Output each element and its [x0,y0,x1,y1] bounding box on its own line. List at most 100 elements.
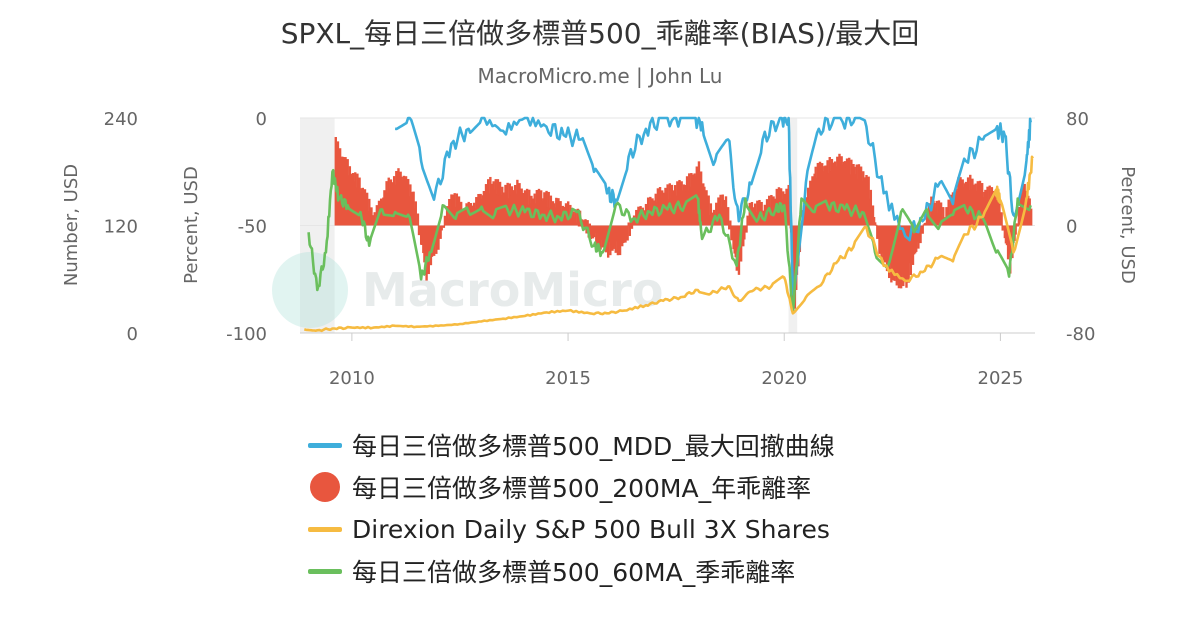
bar-mark [616,225,620,256]
bar-mark [919,225,922,244]
series-layer [303,116,1034,333]
bar-mark [875,224,878,226]
bar-mark [869,189,873,226]
watermark-logo-icon [272,252,348,328]
legend-label-mdd: 每日三倍做多標普500_MDD_最大回撤曲線 [352,432,835,461]
bar-mark [998,199,1001,226]
x-tick-label: 2020 [761,368,807,389]
right-tick-label: -80 [1066,324,1095,345]
bar-mark [445,206,449,226]
bar-mark [586,220,589,226]
legend-label-200ma: 每日三倍做多標普500_200MA_年乖離率 [352,474,812,503]
bar-mark [1001,225,1004,231]
legend-item-200ma[interactable]: 每日三倍做多標普500_200MA_年乖離率 [308,466,835,508]
bar-mark [463,208,466,226]
bar-mark [635,209,638,226]
bar-mark [872,217,876,226]
bar-mark [576,208,580,226]
watermark-text: MacroMicro [362,263,663,317]
bar-mark [439,225,442,239]
bar-mark [717,197,720,226]
left-outer-tick-label: 120 [104,217,138,238]
bar-mark [574,209,577,226]
x-tick-label: 2015 [545,368,591,389]
bar-mark [728,225,731,230]
bar-mark [917,225,920,249]
series-mdd-line [395,116,1032,296]
bar-mark [435,225,438,254]
bar-mark [437,225,440,250]
bar-mark [1029,208,1033,226]
bar-mark [937,200,941,226]
bar-mark [729,220,732,226]
x-tick-label: 2010 [329,368,375,389]
bar-mark [417,225,421,236]
bar-mark [1016,225,1020,227]
bar-mark [443,215,447,226]
bar-mark [746,215,749,226]
bar-mark [871,205,875,226]
watermark: MacroMicro [272,252,663,328]
bar-mark [630,225,634,229]
legend-dot-icon [310,472,340,502]
bar-mark [597,225,600,250]
left-inner-tick-label: -100 [226,324,267,345]
bar-mark [945,207,948,226]
legend-line-icon [308,526,342,532]
bar-mark [375,205,379,226]
bar-mark [555,197,558,226]
bar-mark [709,203,713,226]
bar-mark [583,225,586,228]
right-axis-label: Percent, USD [1117,166,1138,284]
bar-mark [1014,225,1017,235]
bar-mark [724,196,728,226]
bar-mark [442,225,446,228]
legend-item-mdd[interactable]: 每日三倍做多標普500_MDD_最大回撤曲線 [308,424,835,466]
legend-item-60ma[interactable]: 每日三倍做多標普500_60MA_季乖離率 [308,550,835,592]
axes: Number, USD Percent, USD Percent, USD 0 1… [61,109,1138,389]
right-tick-label: 80 [1066,109,1089,130]
bar-mark [1015,223,1018,226]
bar-mark [947,199,950,226]
bar-mark [414,201,417,226]
bar-mark [588,223,591,226]
bar-mark [873,222,877,226]
bar-mark [935,200,938,226]
bar-mark [939,202,943,226]
bar-mark [577,225,581,227]
bar-mark [595,225,598,248]
bar-mark [368,198,371,226]
bar-mark [743,225,746,240]
legend-item-spxl[interactable]: Direxion Daily S&P 500 Bull 3X Shares [308,508,835,550]
bar-mark [589,225,593,240]
bar-mark [756,200,759,226]
bar-mark [624,225,627,243]
bar-mark [925,212,929,226]
bar-mark [626,225,629,241]
chart-svg: MacroMicro Number, USD Percent, USD Perc… [61,109,1138,389]
bar-mark [465,203,468,226]
legend-line-icon [308,568,342,574]
bar-mark [440,225,443,231]
bar-mark [557,198,560,226]
legend: 每日三倍做多標普500_MDD_最大回撤曲線 每日三倍做多標普500_200MA… [308,424,835,592]
bar-mark [632,215,636,226]
bar-mark [373,212,376,226]
bar-mark [365,192,369,226]
bar-mark [628,225,631,236]
left-outer-axis-label: Number, USD [61,164,82,286]
bar-mark [416,213,420,226]
left-outer-tick-label: 0 [127,324,138,345]
bar-mark [726,207,730,226]
series-spxl-line [303,155,1034,333]
bar-mark [566,201,570,226]
left-inner-tick-label: 0 [256,109,267,130]
right-tick-label: 0 [1066,217,1077,238]
legend-label-spxl: Direxion Daily S&P 500 Bull 3X Shares [352,514,830,544]
bar-mark [455,193,459,226]
left-inner-axis-label: Percent, USD [181,166,202,284]
chart-title: SPXL_每日三倍做多標普500_乖離率(BIAS)/最大回 [280,17,920,50]
x-tick-label: 2025 [978,368,1024,389]
bar-mark [584,219,587,226]
bar-mark [1000,212,1003,226]
